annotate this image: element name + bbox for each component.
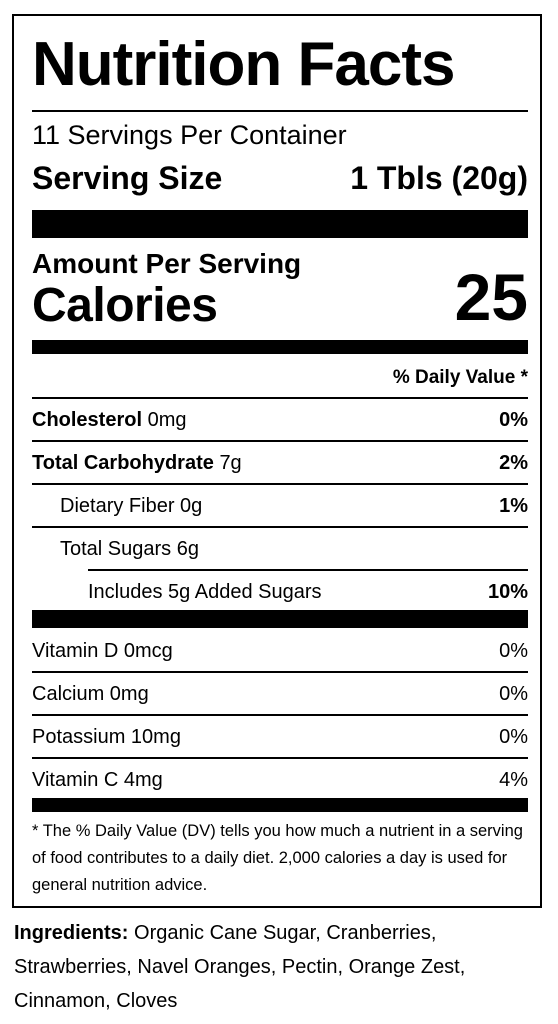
vitamin-dv: 0% — [499, 640, 528, 662]
medium-divider — [32, 798, 528, 812]
divider — [32, 671, 528, 673]
vitamin-dv: 4% — [499, 769, 528, 791]
nutrient-amount: 6g — [176, 538, 199, 560]
calories-label: Calories — [32, 279, 218, 332]
nutrient-amount: 0mg — [147, 409, 187, 431]
nutrient-dv: 0% — [499, 409, 528, 431]
divider — [32, 397, 528, 399]
daily-value-footnote: * The % Daily Value (DV) tells you how m… — [32, 822, 523, 894]
serving-size-value: 1 Tbls (20g) — [350, 160, 528, 196]
nutrient-name: Total Carbohydrate — [32, 452, 214, 474]
nutrient-name: Includes 5g Added Sugars — [88, 581, 322, 603]
vitamin-row-calcium: Calcium 0mg — [32, 683, 149, 705]
nutrient-name: Dietary Fiber — [60, 495, 175, 517]
divider — [32, 526, 528, 528]
vitamin-dv: 0% — [499, 683, 528, 705]
nutrient-dv: 10% — [487, 581, 528, 603]
thick-divider — [32, 210, 528, 238]
medium-divider — [32, 340, 528, 354]
nutrient-dv: 2% — [499, 452, 528, 474]
divider — [32, 714, 528, 716]
nutrient-dv: 1% — [499, 495, 528, 517]
calories-value: 25 — [454, 260, 528, 334]
divider — [32, 757, 528, 759]
thick-divider — [32, 610, 528, 628]
nutrient-name: Cholesterol — [32, 409, 143, 431]
nutrient-row-dietary-fiber: Dietary Fiber 0g — [60, 496, 202, 516]
ingredients-label: Ingredients: — [14, 922, 129, 944]
nutrition-facts-label: Nutrition Facts 11 Servings Per Containe… — [12, 14, 542, 908]
vitamin-row-vitamin-c: Vitamin C 4mg — [32, 769, 163, 791]
nutrient-amount: 0g — [180, 495, 203, 517]
nutrient-row-total-carbohydrate: Total Carbohydrate 7g — [32, 453, 242, 473]
nutrient-row-added-sugars: Includes 5g Added Sugars — [88, 582, 322, 602]
amount-per-serving: Amount Per Serving — [32, 248, 302, 279]
vitamin-row-potassium: Potassium 10mg — [32, 726, 181, 748]
ingredients-list: Ingredients: Organic Cane Sugar, Cranber… — [14, 916, 544, 1018]
servings-per-container: 11 Servings Per Container — [32, 120, 347, 150]
label-title: Nutrition Facts — [32, 30, 455, 99]
nutrient-row-total-sugars: Total Sugars 6g — [60, 539, 199, 559]
nutrient-amount: 7g — [219, 452, 242, 474]
nutrient-row-cholesterol: Cholesterol 0mg — [32, 410, 187, 430]
daily-value-header: % Daily Value * — [392, 367, 528, 388]
vitamin-row-vitamin-d: Vitamin D 0mcg — [32, 640, 173, 662]
divider — [32, 483, 528, 485]
divider — [32, 440, 528, 442]
serving-size-label: Serving Size — [32, 160, 223, 196]
ingredients-text: Organic Cane Sugar, Cranberries, Strawbe… — [14, 922, 466, 1012]
divider — [88, 569, 528, 571]
vitamin-dv: 0% — [499, 726, 528, 748]
divider — [32, 110, 528, 112]
nutrient-name: Total Sugars — [60, 538, 172, 560]
